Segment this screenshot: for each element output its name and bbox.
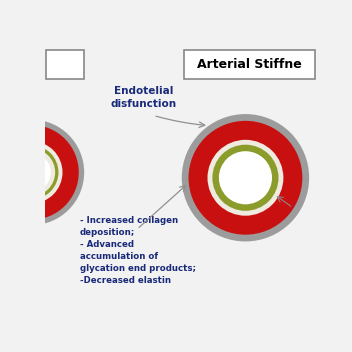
Text: - Increased collagen
deposition;
- Advanced
accumulation of
glycation end produc: - Increased collagen deposition; - Advan…: [80, 216, 196, 285]
Circle shape: [12, 153, 51, 192]
Circle shape: [189, 121, 302, 235]
Text: Endotelial
disfunction: Endotelial disfunction: [111, 86, 177, 109]
Text: Arterial Stiffne: Arterial Stiffne: [197, 58, 302, 71]
FancyBboxPatch shape: [184, 50, 315, 79]
Circle shape: [182, 114, 309, 241]
Circle shape: [0, 119, 84, 225]
Circle shape: [0, 125, 79, 220]
Circle shape: [207, 140, 283, 216]
Circle shape: [212, 145, 278, 211]
Circle shape: [0, 141, 63, 203]
Circle shape: [7, 149, 55, 196]
Circle shape: [219, 151, 272, 204]
Circle shape: [4, 145, 58, 200]
FancyBboxPatch shape: [46, 50, 84, 79]
